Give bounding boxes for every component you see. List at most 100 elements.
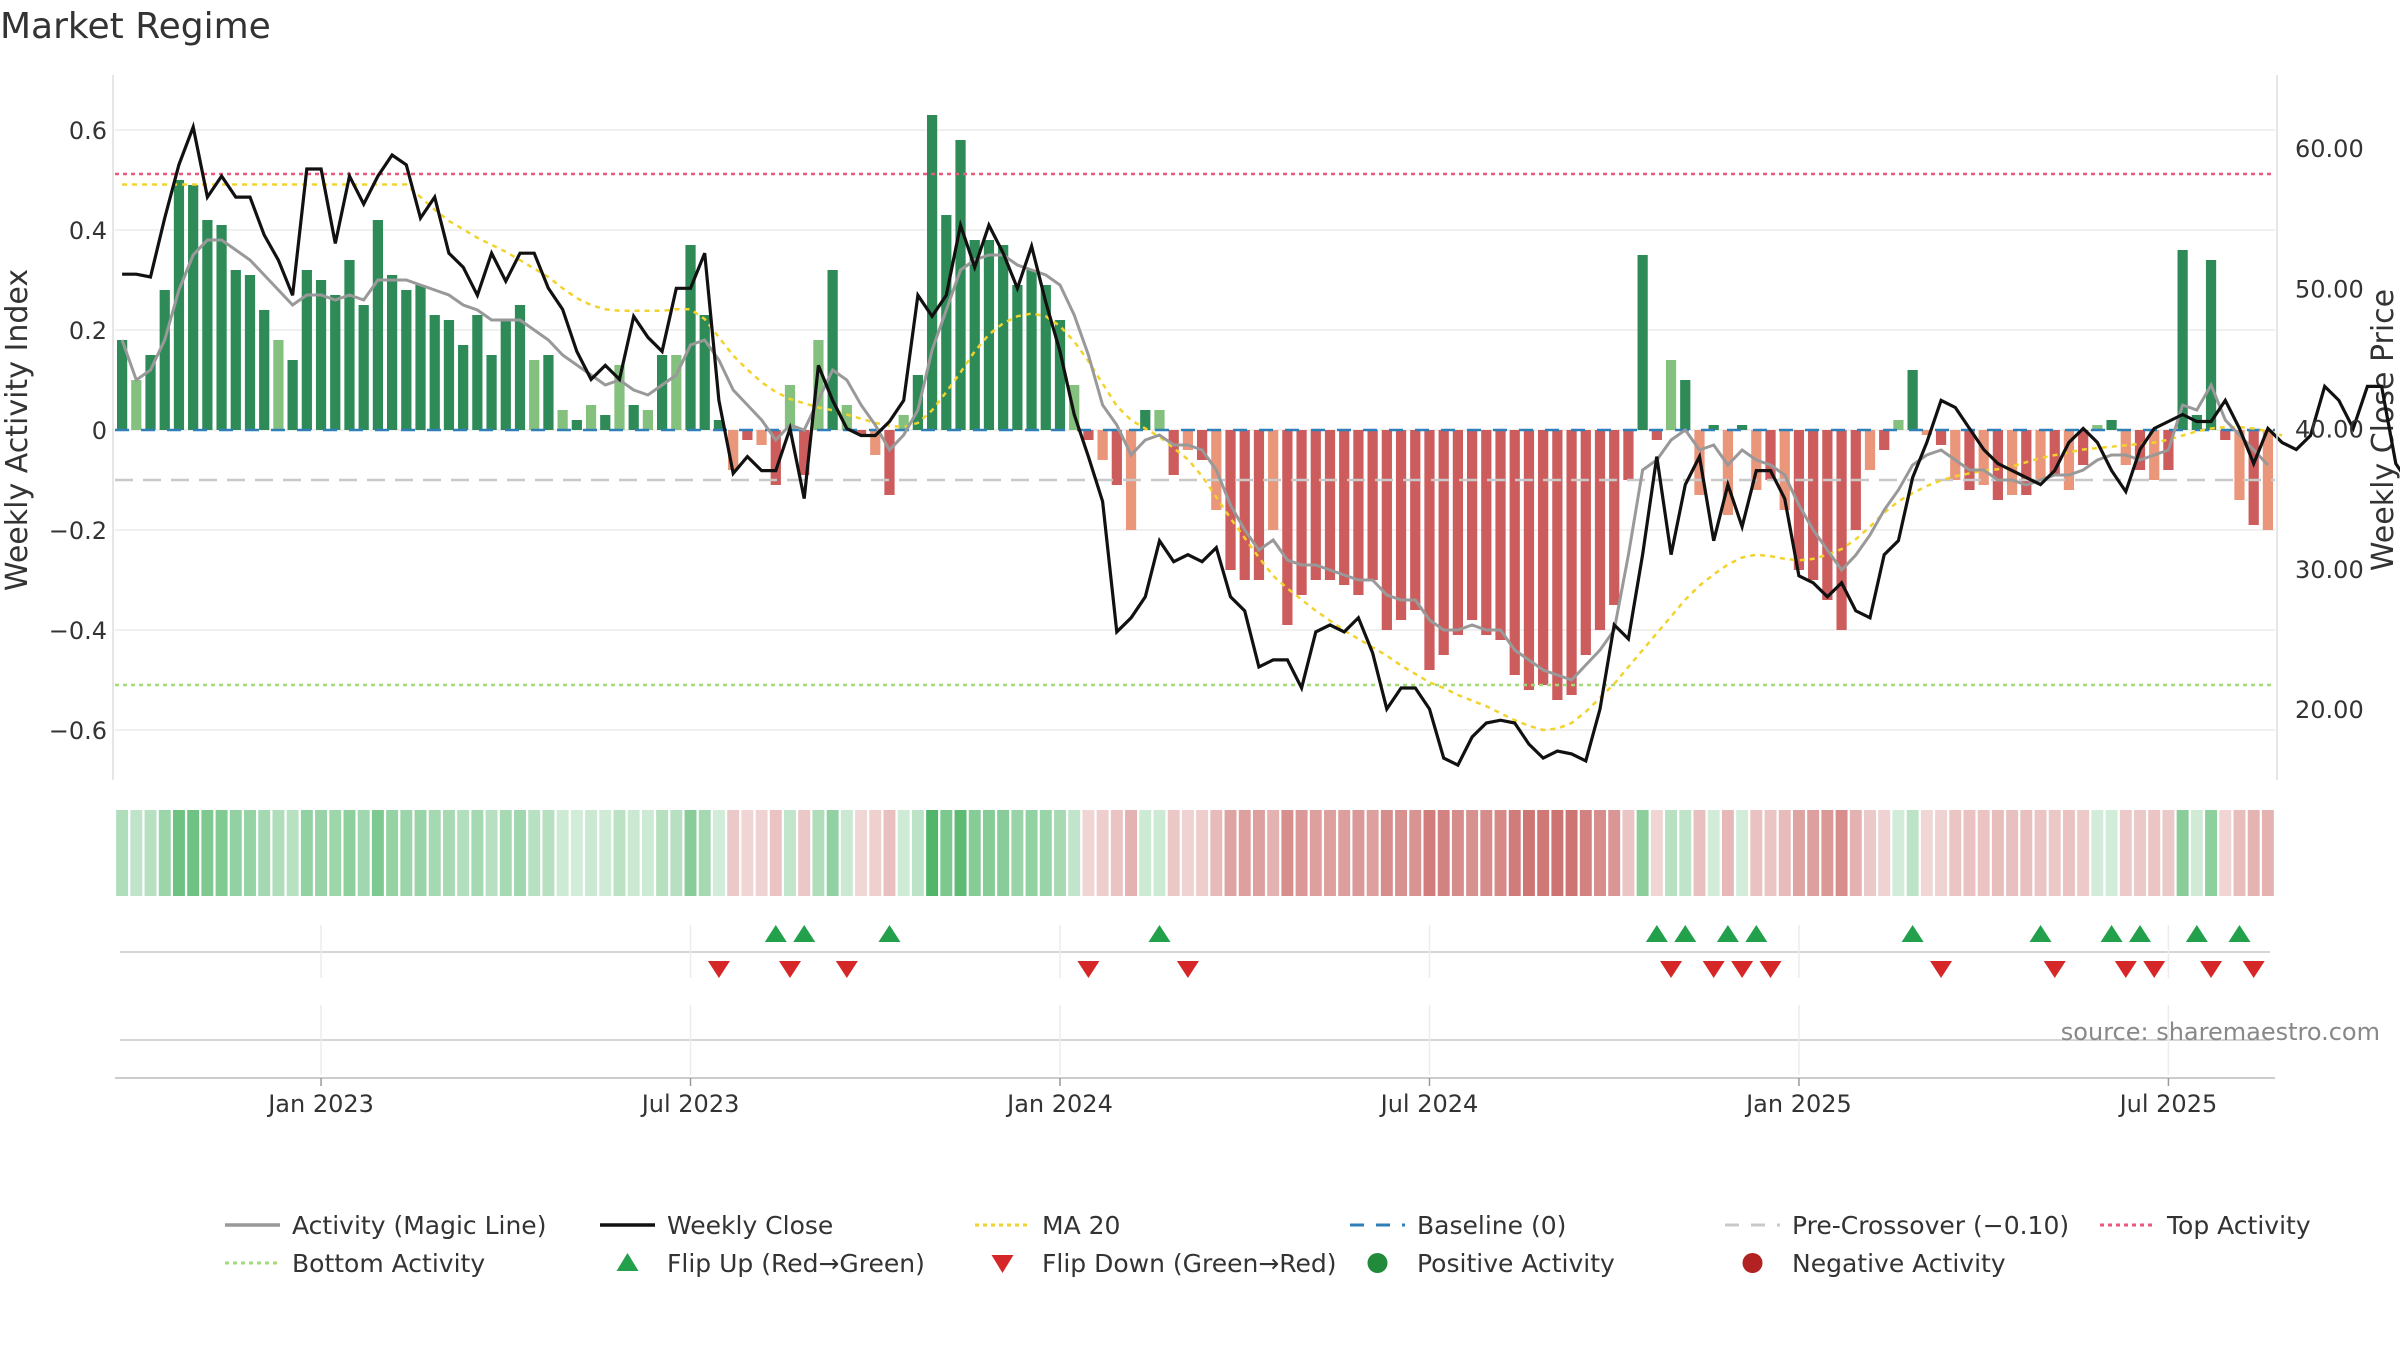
activity-bar	[571, 420, 582, 430]
flip-down-marker	[1077, 961, 1100, 978]
activity-bar	[1538, 430, 1549, 685]
activity-bars	[116, 115, 2274, 700]
activity-bar	[912, 375, 924, 430]
regime-cell	[2162, 810, 2175, 896]
activity-bar	[1040, 285, 1051, 430]
left-tick-label: 0.4	[69, 217, 107, 245]
activity-bar	[429, 315, 440, 430]
activity-bar	[1566, 430, 1577, 695]
regime-cell	[1324, 810, 1336, 896]
regime-cell	[1878, 810, 1891, 896]
regime-cell	[1423, 810, 1436, 896]
legend-label: Weekly Close	[667, 1211, 833, 1240]
activity-bar	[486, 355, 497, 430]
regime-cell	[1437, 810, 1450, 896]
regime-cell	[343, 810, 356, 896]
x-tick-label: Jan 2024	[1005, 1090, 1113, 1118]
legend-swatch	[1742, 1253, 1763, 1273]
activity-bar	[1182, 430, 1194, 450]
regime-cell	[869, 810, 882, 896]
activity-bar	[443, 320, 455, 430]
regime-cell	[144, 810, 157, 896]
regime-cell	[1309, 810, 1322, 896]
legend-swatch	[991, 1255, 1014, 1273]
regime-cell	[1224, 810, 1237, 896]
regime-cell	[2034, 810, 2047, 896]
activity-bar	[1381, 430, 1392, 630]
regime-cell	[414, 810, 427, 896]
activity-bar	[173, 180, 185, 430]
regime-cell	[1721, 810, 1734, 896]
regime-cell	[2077, 810, 2090, 896]
regime-cell	[1807, 810, 1820, 896]
regime-cell	[769, 810, 782, 896]
regime-cell	[1153, 810, 1166, 896]
flip-down-marker	[779, 961, 801, 978]
regime-cell	[840, 810, 853, 896]
regime-cell	[968, 810, 981, 896]
regime-cell	[244, 810, 256, 896]
x-tick-label: Jan 2025	[1744, 1090, 1852, 1118]
activity-bar	[1296, 430, 1307, 595]
regime-cell	[1167, 810, 1180, 896]
weekly-close-line	[122, 121, 2400, 768]
regime-cell	[1295, 810, 1308, 896]
regime-cell	[1778, 810, 1791, 896]
activity-bar	[870, 430, 881, 455]
activity-bar	[230, 270, 241, 430]
regime-cell	[1281, 810, 1294, 896]
regime-cell	[1054, 810, 1066, 896]
activity-bar	[585, 405, 597, 430]
regime-cell	[400, 810, 413, 896]
regime-cell	[2119, 810, 2132, 896]
regime-cell	[172, 810, 185, 896]
activity-bar	[1140, 410, 1151, 430]
activity-bar	[1822, 430, 1833, 600]
regime-cell	[1551, 810, 1564, 896]
activity-bar	[472, 315, 483, 430]
regime-cell	[1181, 810, 1194, 896]
regime-cell	[627, 810, 640, 896]
activity-bar	[1935, 430, 1947, 445]
regime-cell	[2233, 810, 2246, 896]
flip-up-marker	[1148, 925, 1171, 942]
flip-up-marker	[793, 925, 816, 942]
regime-cell	[471, 810, 484, 896]
regime-cell	[2062, 810, 2075, 896]
flip-down-marker	[1660, 961, 1683, 978]
regime-cell	[329, 810, 342, 896]
activity-bar	[600, 415, 611, 430]
activity-bar	[742, 430, 753, 440]
regime-cell	[1608, 810, 1621, 896]
regime-cell	[755, 810, 768, 896]
activity-bar	[671, 355, 682, 430]
activity-bar	[1452, 430, 1464, 635]
regime-cell	[826, 810, 839, 896]
regime-cell	[428, 810, 441, 896]
regime-cell	[2006, 810, 2019, 896]
flip-down-marker	[1702, 961, 1725, 978]
x-tick-label: Jul 2023	[640, 1090, 740, 1118]
regime-cell	[130, 810, 143, 896]
regime-cell	[670, 810, 683, 896]
legend-label: MA 20	[1042, 1211, 1120, 1240]
activity-bar	[145, 355, 156, 430]
regime-cell	[1764, 810, 1777, 896]
activity-bar	[1594, 430, 1606, 630]
activity-bar	[543, 355, 554, 430]
regime-cell	[1906, 810, 1919, 896]
regime-cell	[1110, 810, 1123, 896]
regime-cell	[1366, 810, 1379, 896]
flip-down-marker	[1176, 961, 1199, 978]
activity-bar	[1225, 430, 1236, 570]
regime-cell	[1750, 810, 1763, 896]
activity-bar	[1864, 430, 1876, 470]
flip-up-marker	[764, 925, 787, 942]
activity-bar	[969, 240, 980, 430]
activity-bar	[1779, 430, 1790, 510]
activity-bar	[1623, 430, 1634, 480]
regime-cell	[1693, 810, 1706, 896]
legend-label: Activity (Magic Line)	[292, 1211, 546, 1240]
activity-bar	[799, 430, 810, 475]
regime-cell	[1594, 810, 1606, 896]
